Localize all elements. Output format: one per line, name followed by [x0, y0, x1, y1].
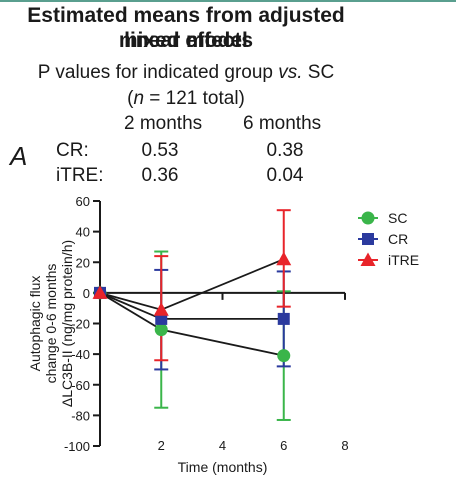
sample-size-open: (	[127, 88, 134, 109]
pvalue-cr-2mo: 0.53	[141, 140, 179, 161]
series-sc	[154, 250, 291, 421]
data-point-itre	[276, 251, 292, 266]
pvalue-itre-2mo: 0.36	[141, 165, 179, 186]
x-tick-label: 6	[280, 438, 287, 453]
pvalue-heading: P values for indicated group vs. SC	[0, 62, 372, 84]
y-tick-label: 20	[76, 255, 90, 270]
series-line-sc	[99, 292, 284, 357]
legend-marker-sc	[361, 211, 375, 225]
y-axis-title-line: change 0-6 months	[43, 264, 59, 384]
sample-size-rest: = 121 total)	[144, 88, 245, 109]
col-header-6-months: 6 months	[243, 113, 322, 134]
x-tick-label: 2	[158, 438, 165, 453]
y-tick-label: -80	[71, 408, 90, 423]
chart-title-line2: linear model	[124, 29, 248, 52]
legend-marker-itre	[360, 252, 376, 266]
y-tick-label: 60	[76, 194, 90, 209]
pvalue-itre-6mo: 0.04	[266, 165, 304, 186]
y-axis-title-line: ΔLC3B-II (ng/mg protein/h)	[59, 240, 75, 407]
y-tick-label: 40	[76, 225, 90, 240]
data-point-sc	[277, 349, 291, 363]
row-label-itre: iTRE:	[56, 165, 104, 186]
y-tick-label: 0	[83, 286, 90, 301]
pvalue-heading-text: P values for indicated group	[37, 62, 279, 83]
y-axis-title-line: Autophagic flux	[27, 276, 43, 372]
data-point-sc	[154, 323, 168, 337]
x-tick-label: 8	[341, 438, 348, 453]
data-point-cr	[155, 312, 168, 325]
legend-label-cr: CR	[388, 231, 408, 247]
legend-label-itre: iTRE	[388, 252, 419, 268]
data-point-itre	[153, 302, 169, 316]
col-header-2-months: 2 months	[124, 113, 203, 134]
sample-size: (n = 121 total)	[0, 88, 372, 110]
pvalue-heading-vs: vs.	[278, 62, 303, 83]
y-tick-label: -60	[71, 378, 90, 393]
top-accent-line	[0, 0, 456, 2]
row-label-cr: CR:	[56, 140, 89, 161]
legend-marker-cr	[362, 233, 374, 245]
x-axis-title: Time (months)	[178, 459, 268, 475]
pvalue-cr-6mo: 0.38	[266, 140, 304, 161]
y-tick-label: -20	[71, 317, 90, 332]
y-tick-label: -100	[64, 439, 90, 454]
sample-size-n: n	[133, 88, 145, 109]
data-point-itre	[92, 285, 108, 299]
panel-label: A	[10, 141, 28, 171]
legend-label-sc: SC	[388, 210, 407, 226]
data-point-cr	[277, 312, 290, 325]
series-line-itre	[99, 258, 285, 311]
x-tick-label: 4	[219, 438, 226, 453]
chart-title-line1: Estimated means from adjusted mixed effe…	[27, 4, 345, 52]
pvalue-heading-ref: SC	[302, 62, 335, 83]
y-tick-label: -40	[71, 347, 90, 362]
